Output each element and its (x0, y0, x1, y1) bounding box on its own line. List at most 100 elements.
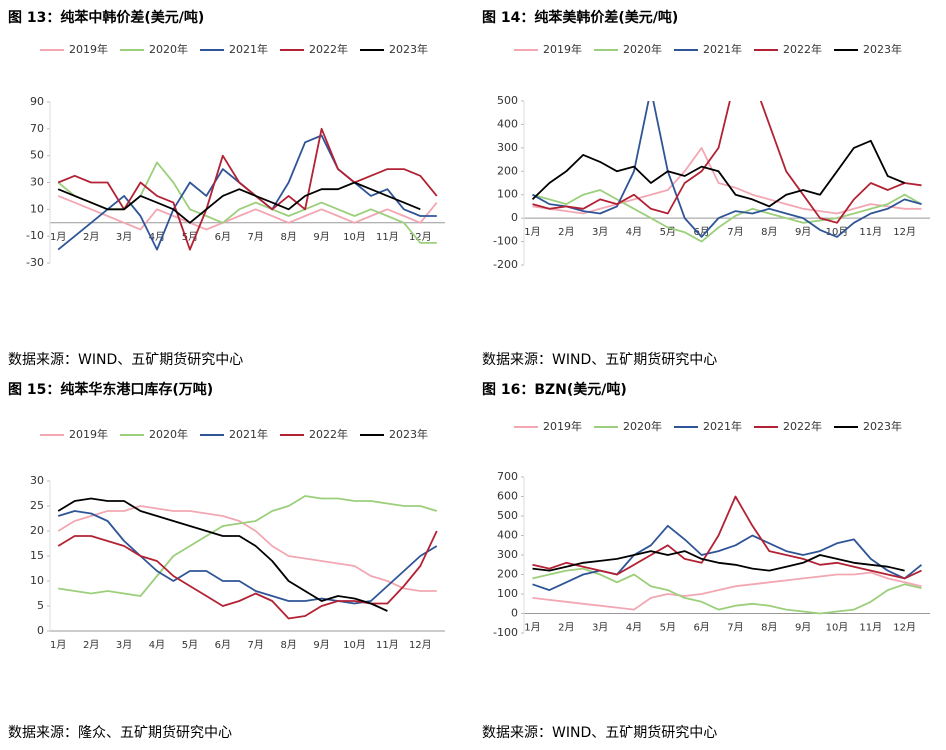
y-tick-label: 20 (30, 524, 44, 537)
x-tick-label: 10月 (826, 622, 849, 634)
legend-label: 2022年 (783, 419, 822, 433)
y-tick-label: 50 (30, 149, 44, 162)
y-tick-label: 500 (497, 509, 518, 522)
series-line (57, 181, 421, 224)
x-tick-label: 1月 (524, 622, 540, 634)
x-tick-label: 1月 (524, 226, 540, 238)
legend-label: 2022年 (783, 42, 822, 56)
x-tick-label: 4月 (626, 622, 642, 634)
y-tick-label: 100 (497, 188, 518, 201)
x-tick-label: 11月 (859, 226, 882, 238)
series-line (57, 530, 438, 620)
x-tick-label: 4月 (149, 639, 165, 651)
source-note: 数据来源：隆众、五矿期货研究中心 (8, 724, 232, 741)
series-line (532, 550, 905, 572)
legend-label: 2023年 (863, 42, 902, 56)
x-tick-label: 11月 (376, 639, 399, 651)
chart: 图 15：纯苯华东港口库存(万吨) 数据来源：隆众、五矿期货研究中心 0 5 10 15 2… (8, 381, 445, 741)
x-tick-label: 8月 (280, 231, 296, 243)
legend-label: 2020年 (149, 42, 188, 56)
source-note: 数据来源：WIND、五矿期货研究中心 (482, 724, 717, 741)
y-tick-label: 15 (30, 549, 44, 562)
y-tick-label: 0 (511, 607, 518, 620)
source-note: 数据来源：WIND、五矿期货研究中心 (8, 351, 243, 368)
x-tick-label: 12月 (409, 639, 432, 651)
y-tick-label: 200 (497, 164, 518, 177)
chart: 图 13：纯苯中韩价差(美元/吨) 数据来源：WIND、五矿期货研究中心 -30 -1… (8, 9, 445, 368)
chart-title: 图 15：纯苯华东港口库存(万吨) (8, 381, 213, 398)
legend-label: 2020年 (623, 419, 662, 433)
y-tick-label: 700 (497, 470, 518, 483)
y-tick-label: -10 (26, 229, 44, 242)
x-tick-label: 1月 (50, 639, 66, 651)
legend-label: 2023年 (389, 427, 428, 441)
y-tick-label: 600 (497, 490, 518, 503)
series-line (57, 505, 437, 592)
x-tick-label: 10月 (343, 639, 366, 651)
series-line (57, 497, 388, 612)
chart-title: 图 13：纯苯中韩价差(美元/吨) (8, 9, 204, 26)
series-line (57, 127, 438, 251)
legend-label: 2020年 (623, 42, 662, 56)
series-line (532, 571, 922, 611)
y-tick-label: 200 (497, 568, 518, 581)
x-tick-label: 5月 (660, 622, 676, 634)
legend-label: 2021年 (229, 427, 268, 441)
y-tick-label: 100 (497, 587, 518, 600)
series-line (532, 147, 922, 215)
x-tick-label: 9月 (313, 231, 329, 243)
y-tick-label: 30 (30, 474, 44, 487)
y-tick-label: -30 (26, 256, 44, 269)
legend-label: 2023年 (863, 419, 902, 433)
y-tick-label: 0 (37, 624, 44, 637)
y-tick-label: 5 (37, 599, 44, 612)
x-tick-label: 8月 (280, 639, 296, 651)
chart-title: 图 16：BZN(美元/吨) (482, 381, 627, 398)
legend-label: 2023年 (389, 42, 428, 56)
source-note: 数据来源：WIND、五矿期货研究中心 (482, 351, 717, 368)
x-tick-label: 12月 (409, 231, 432, 243)
x-tick-label: 7月 (727, 226, 743, 238)
legend-label: 2020年 (149, 427, 188, 441)
x-tick-label: 7月 (727, 622, 743, 634)
x-tick-label: 2月 (558, 226, 574, 238)
y-tick-label: 300 (497, 548, 518, 561)
series-line (531, 139, 905, 208)
y-tick-label: 90 (30, 95, 44, 108)
chart-title: 图 14：纯苯美韩价差(美元/吨) (482, 9, 678, 26)
x-tick-label: 9月 (313, 639, 329, 651)
legend-label: 2021年 (703, 42, 742, 56)
y-tick-label: 25 (30, 499, 44, 512)
x-tick-label: 4月 (626, 226, 642, 238)
legend-label: 2019年 (69, 42, 108, 56)
x-tick-label: 3月 (116, 231, 132, 243)
y-tick-label: 10 (30, 574, 44, 587)
x-tick-label: 11月 (376, 231, 399, 243)
x-tick-label: 11月 (859, 622, 882, 634)
y-tick-label: 500 (497, 94, 518, 107)
y-tick-label: 400 (497, 529, 518, 542)
x-tick-label: 6月 (693, 226, 709, 238)
y-tick-label: -100 (493, 235, 518, 248)
x-tick-label: 2月 (83, 639, 99, 651)
series-line (532, 101, 922, 224)
chart: 图 16：BZN(美元/吨) 数据来源：WIND、五矿期货研究中心 -100 0 100… (482, 381, 930, 741)
y-tick-label: -200 (493, 258, 518, 271)
x-tick-label: 10月 (343, 231, 366, 243)
series-line (532, 524, 923, 591)
series-line (532, 567, 922, 615)
x-tick-label: 7月 (248, 639, 264, 651)
x-tick-label: 1月 (50, 231, 66, 243)
x-tick-label: 8月 (761, 622, 777, 634)
x-tick-label: 6月 (215, 231, 231, 243)
series-line (532, 101, 922, 238)
x-tick-label: 6月 (693, 622, 709, 634)
x-tick-label: 2月 (558, 622, 574, 634)
y-tick-label: 400 (497, 117, 518, 130)
series-line (532, 189, 922, 243)
x-tick-label: 9月 (795, 622, 811, 634)
y-tick-label: 10 (30, 202, 44, 215)
x-tick-label: 3月 (592, 622, 608, 634)
y-tick-label: 70 (30, 122, 44, 135)
